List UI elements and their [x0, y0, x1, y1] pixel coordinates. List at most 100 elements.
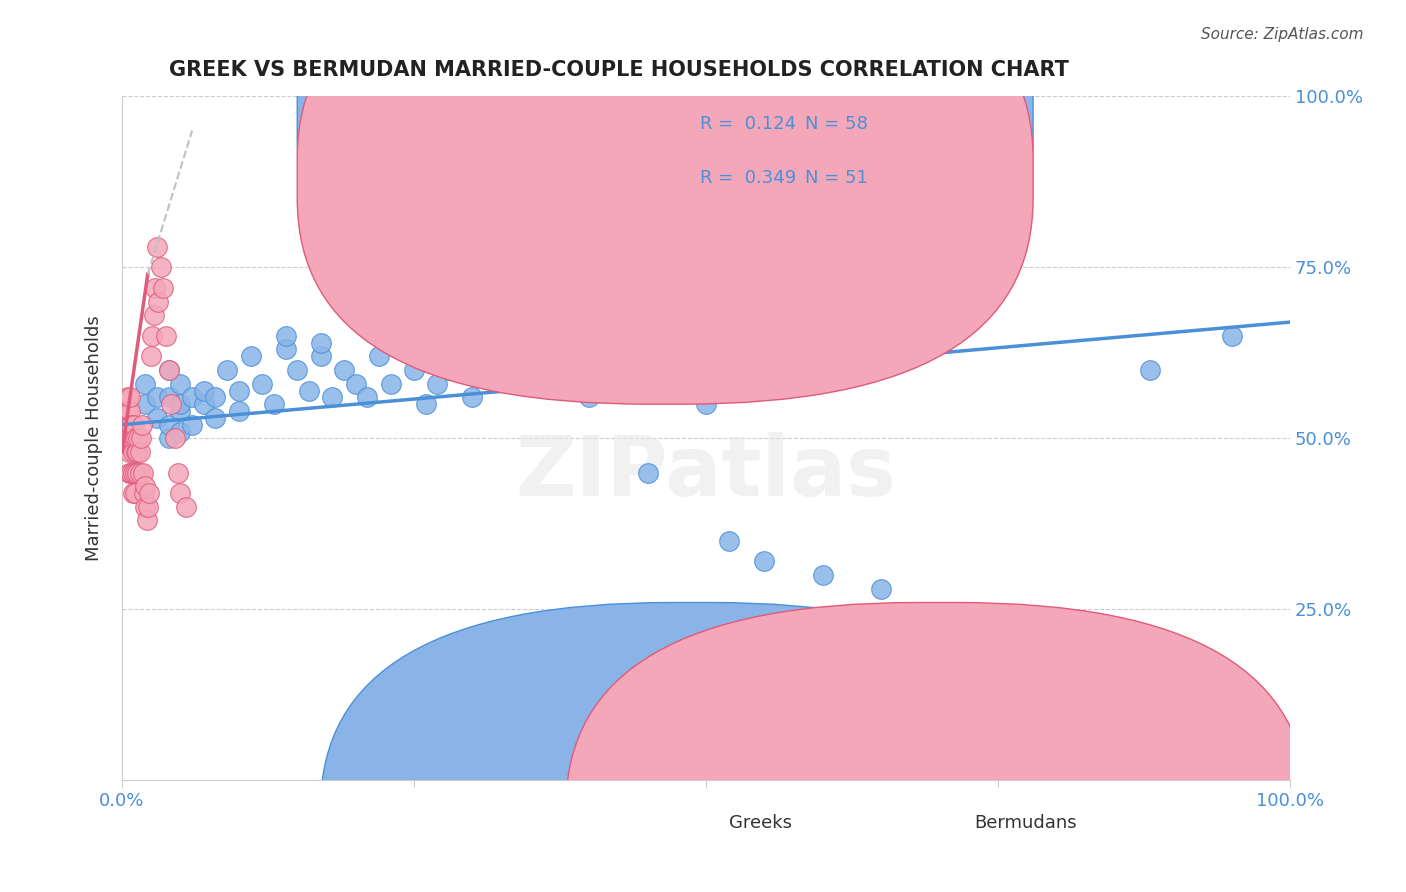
Point — [531, 363, 554, 377]
Point — [169, 486, 191, 500]
Text: N = 51: N = 51 — [806, 169, 868, 187]
Point — [146, 240, 169, 254]
Point — [309, 349, 332, 363]
Point — [274, 343, 297, 357]
Point — [134, 479, 156, 493]
Point — [1139, 363, 1161, 377]
Point — [718, 533, 741, 548]
Point — [952, 123, 974, 137]
Point — [368, 349, 391, 363]
Point — [142, 308, 165, 322]
Point — [118, 431, 141, 445]
Point — [402, 363, 425, 377]
Point — [152, 281, 174, 295]
Text: Bermudans: Bermudans — [974, 814, 1077, 832]
Point — [120, 431, 142, 445]
Point — [250, 376, 273, 391]
Point — [239, 349, 262, 363]
Point — [169, 425, 191, 439]
Point — [193, 397, 215, 411]
Point — [754, 554, 776, 568]
Point — [870, 582, 893, 596]
Point — [141, 328, 163, 343]
Point — [127, 466, 149, 480]
Point — [134, 376, 156, 391]
Point — [578, 390, 600, 404]
Point — [135, 513, 157, 527]
Point — [127, 445, 149, 459]
Point — [146, 410, 169, 425]
Point — [134, 500, 156, 514]
Point — [148, 294, 170, 309]
Point — [169, 376, 191, 391]
Point — [120, 417, 142, 432]
Point — [263, 397, 285, 411]
Point — [485, 349, 508, 363]
Point — [122, 431, 145, 445]
Point — [204, 390, 226, 404]
Text: R =  0.124: R = 0.124 — [700, 115, 796, 133]
FancyBboxPatch shape — [565, 602, 1308, 892]
Point — [117, 417, 139, 432]
Point — [129, 431, 152, 445]
Point — [125, 445, 148, 459]
Point — [228, 404, 250, 418]
Point — [136, 500, 159, 514]
Text: R =  0.349: R = 0.349 — [700, 169, 796, 187]
Point — [117, 390, 139, 404]
Text: Greeks: Greeks — [730, 814, 793, 832]
Point — [181, 390, 204, 404]
Point — [120, 417, 142, 432]
Point — [118, 466, 141, 480]
Point — [143, 281, 166, 295]
Point — [157, 431, 180, 445]
Point — [131, 417, 153, 432]
Text: Source: ZipAtlas.com: Source: ZipAtlas.com — [1201, 27, 1364, 42]
Point — [217, 363, 239, 377]
Point — [298, 384, 321, 398]
FancyBboxPatch shape — [624, 117, 963, 240]
Point — [149, 260, 172, 275]
Point — [134, 397, 156, 411]
Point — [169, 404, 191, 418]
Point — [157, 363, 180, 377]
Point — [118, 445, 141, 459]
Point — [121, 486, 143, 500]
Point — [141, 349, 163, 363]
Point — [157, 417, 180, 432]
Point — [520, 376, 543, 391]
Point — [204, 410, 226, 425]
Point — [811, 568, 834, 582]
FancyBboxPatch shape — [297, 0, 1033, 346]
Point — [134, 486, 156, 500]
Point — [228, 384, 250, 398]
Point — [117, 404, 139, 418]
Point — [472, 363, 495, 377]
Point — [120, 404, 142, 418]
Point — [157, 363, 180, 377]
Point — [146, 390, 169, 404]
Point — [167, 466, 190, 480]
Point — [120, 466, 142, 480]
Point — [121, 466, 143, 480]
Point — [117, 431, 139, 445]
Point — [309, 335, 332, 350]
Point — [672, 384, 695, 398]
FancyBboxPatch shape — [297, 0, 1033, 404]
Point — [120, 390, 142, 404]
Point — [1220, 328, 1243, 343]
Point — [181, 417, 204, 432]
Point — [127, 431, 149, 445]
FancyBboxPatch shape — [321, 602, 1063, 892]
Point — [124, 466, 146, 480]
Point — [344, 376, 367, 391]
Text: GREEK VS BERMUDAN MARRIED-COUPLE HOUSEHOLDS CORRELATION CHART: GREEK VS BERMUDAN MARRIED-COUPLE HOUSEHO… — [169, 60, 1069, 79]
Point — [128, 466, 150, 480]
Point — [128, 445, 150, 459]
Point — [193, 384, 215, 398]
Point — [437, 363, 460, 377]
Point — [122, 417, 145, 432]
Point — [461, 390, 484, 404]
Point — [321, 390, 343, 404]
Point — [124, 486, 146, 500]
